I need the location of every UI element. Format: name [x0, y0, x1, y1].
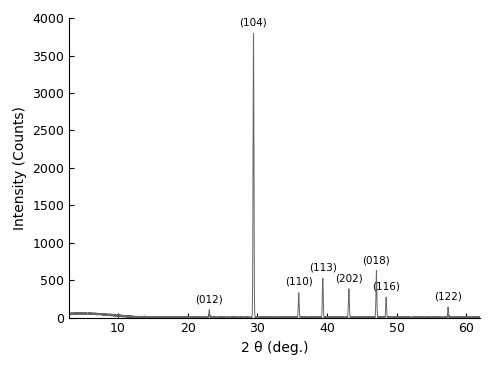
Text: (018): (018) — [362, 255, 390, 265]
Text: (122): (122) — [434, 292, 462, 302]
X-axis label: 2 θ (deg.): 2 θ (deg.) — [241, 341, 308, 355]
Text: (202): (202) — [335, 273, 363, 283]
Text: (116): (116) — [372, 281, 400, 291]
Text: (113): (113) — [309, 263, 337, 273]
Text: (104): (104) — [240, 18, 267, 28]
Text: (110): (110) — [285, 277, 313, 287]
Text: (012): (012) — [196, 295, 223, 305]
Y-axis label: Intensity (Counts): Intensity (Counts) — [13, 106, 27, 230]
